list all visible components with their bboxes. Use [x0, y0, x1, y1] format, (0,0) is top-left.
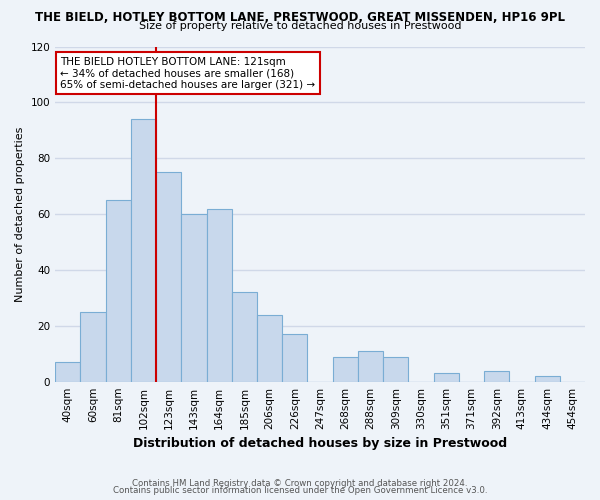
Bar [332, 356, 358, 382]
Bar [156, 172, 181, 382]
Text: THE BIELD, HOTLEY BOTTOM LANE, PRESTWOOD, GREAT MISSENDEN, HP16 9PL: THE BIELD, HOTLEY BOTTOM LANE, PRESTWOOD… [35, 11, 565, 24]
Bar [383, 356, 409, 382]
Bar [131, 119, 156, 382]
Y-axis label: Number of detached properties: Number of detached properties [15, 126, 25, 302]
Bar [232, 292, 257, 382]
X-axis label: Distribution of detached houses by size in Prestwood: Distribution of detached houses by size … [133, 437, 507, 450]
Bar [257, 314, 282, 382]
Bar [80, 312, 106, 382]
Bar [206, 208, 232, 382]
Text: Contains public sector information licensed under the Open Government Licence v3: Contains public sector information licen… [113, 486, 487, 495]
Bar [434, 374, 459, 382]
Text: THE BIELD HOTLEY BOTTOM LANE: 121sqm
← 34% of detached houses are smaller (168)
: THE BIELD HOTLEY BOTTOM LANE: 121sqm ← 3… [61, 56, 316, 90]
Text: Contains HM Land Registry data © Crown copyright and database right 2024.: Contains HM Land Registry data © Crown c… [132, 478, 468, 488]
Bar [181, 214, 206, 382]
Bar [484, 370, 509, 382]
Bar [55, 362, 80, 382]
Bar [535, 376, 560, 382]
Text: Size of property relative to detached houses in Prestwood: Size of property relative to detached ho… [139, 21, 461, 31]
Bar [282, 334, 307, 382]
Bar [106, 200, 131, 382]
Bar [358, 351, 383, 382]
